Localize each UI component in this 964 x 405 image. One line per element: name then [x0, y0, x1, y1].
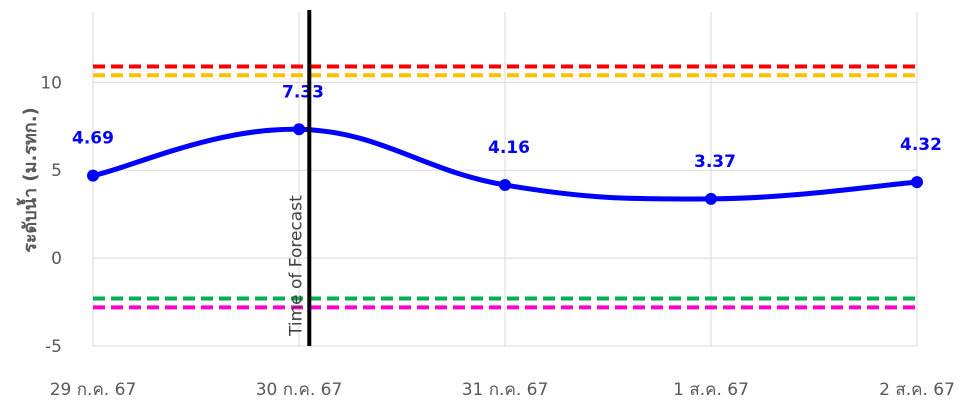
- series: 4.69 7.33 4.16 3.37 4.32: [72, 82, 942, 205]
- y-tick-label: 0: [51, 249, 62, 269]
- data-label: 4.69: [72, 129, 114, 149]
- data-point: [911, 176, 923, 189]
- y-axis-label: ระดับน้ำ (ม.รทก.): [16, 107, 41, 253]
- data-label: 3.37: [694, 152, 736, 172]
- data-point: [499, 178, 511, 191]
- data-label: 7.33: [282, 82, 324, 102]
- data-label: 4.16: [488, 138, 530, 158]
- data-point: [705, 192, 717, 205]
- y-tick-label: 10: [40, 73, 62, 93]
- data-point: [87, 169, 99, 182]
- forecast-label: Time of Forecast: [286, 195, 306, 337]
- y-tick-label: -5: [45, 337, 62, 357]
- y-tick-label: 5: [51, 161, 62, 181]
- data-point: [293, 123, 305, 136]
- x-tick-label: 29 ก.ค. 67: [50, 380, 137, 400]
- y-axis-ticks: 10 5 0 -5: [40, 73, 62, 357]
- forecast-marker: Time of Forecast: [286, 10, 312, 346]
- x-tick-label: 31 ก.ค. 67: [462, 380, 549, 400]
- x-tick-label: 2 ส.ค. 67: [879, 380, 955, 400]
- threshold-lines: [93, 64, 917, 310]
- x-tick-label: 1 ส.ค. 67: [673, 380, 749, 400]
- data-label: 4.32: [900, 135, 942, 155]
- x-tick-label: 30 ก.ค. 67: [256, 380, 343, 400]
- x-axis-ticks: 29 ก.ค. 67 30 ก.ค. 67 31 ก.ค. 67 1 ส.ค. 67 2…: [50, 380, 955, 400]
